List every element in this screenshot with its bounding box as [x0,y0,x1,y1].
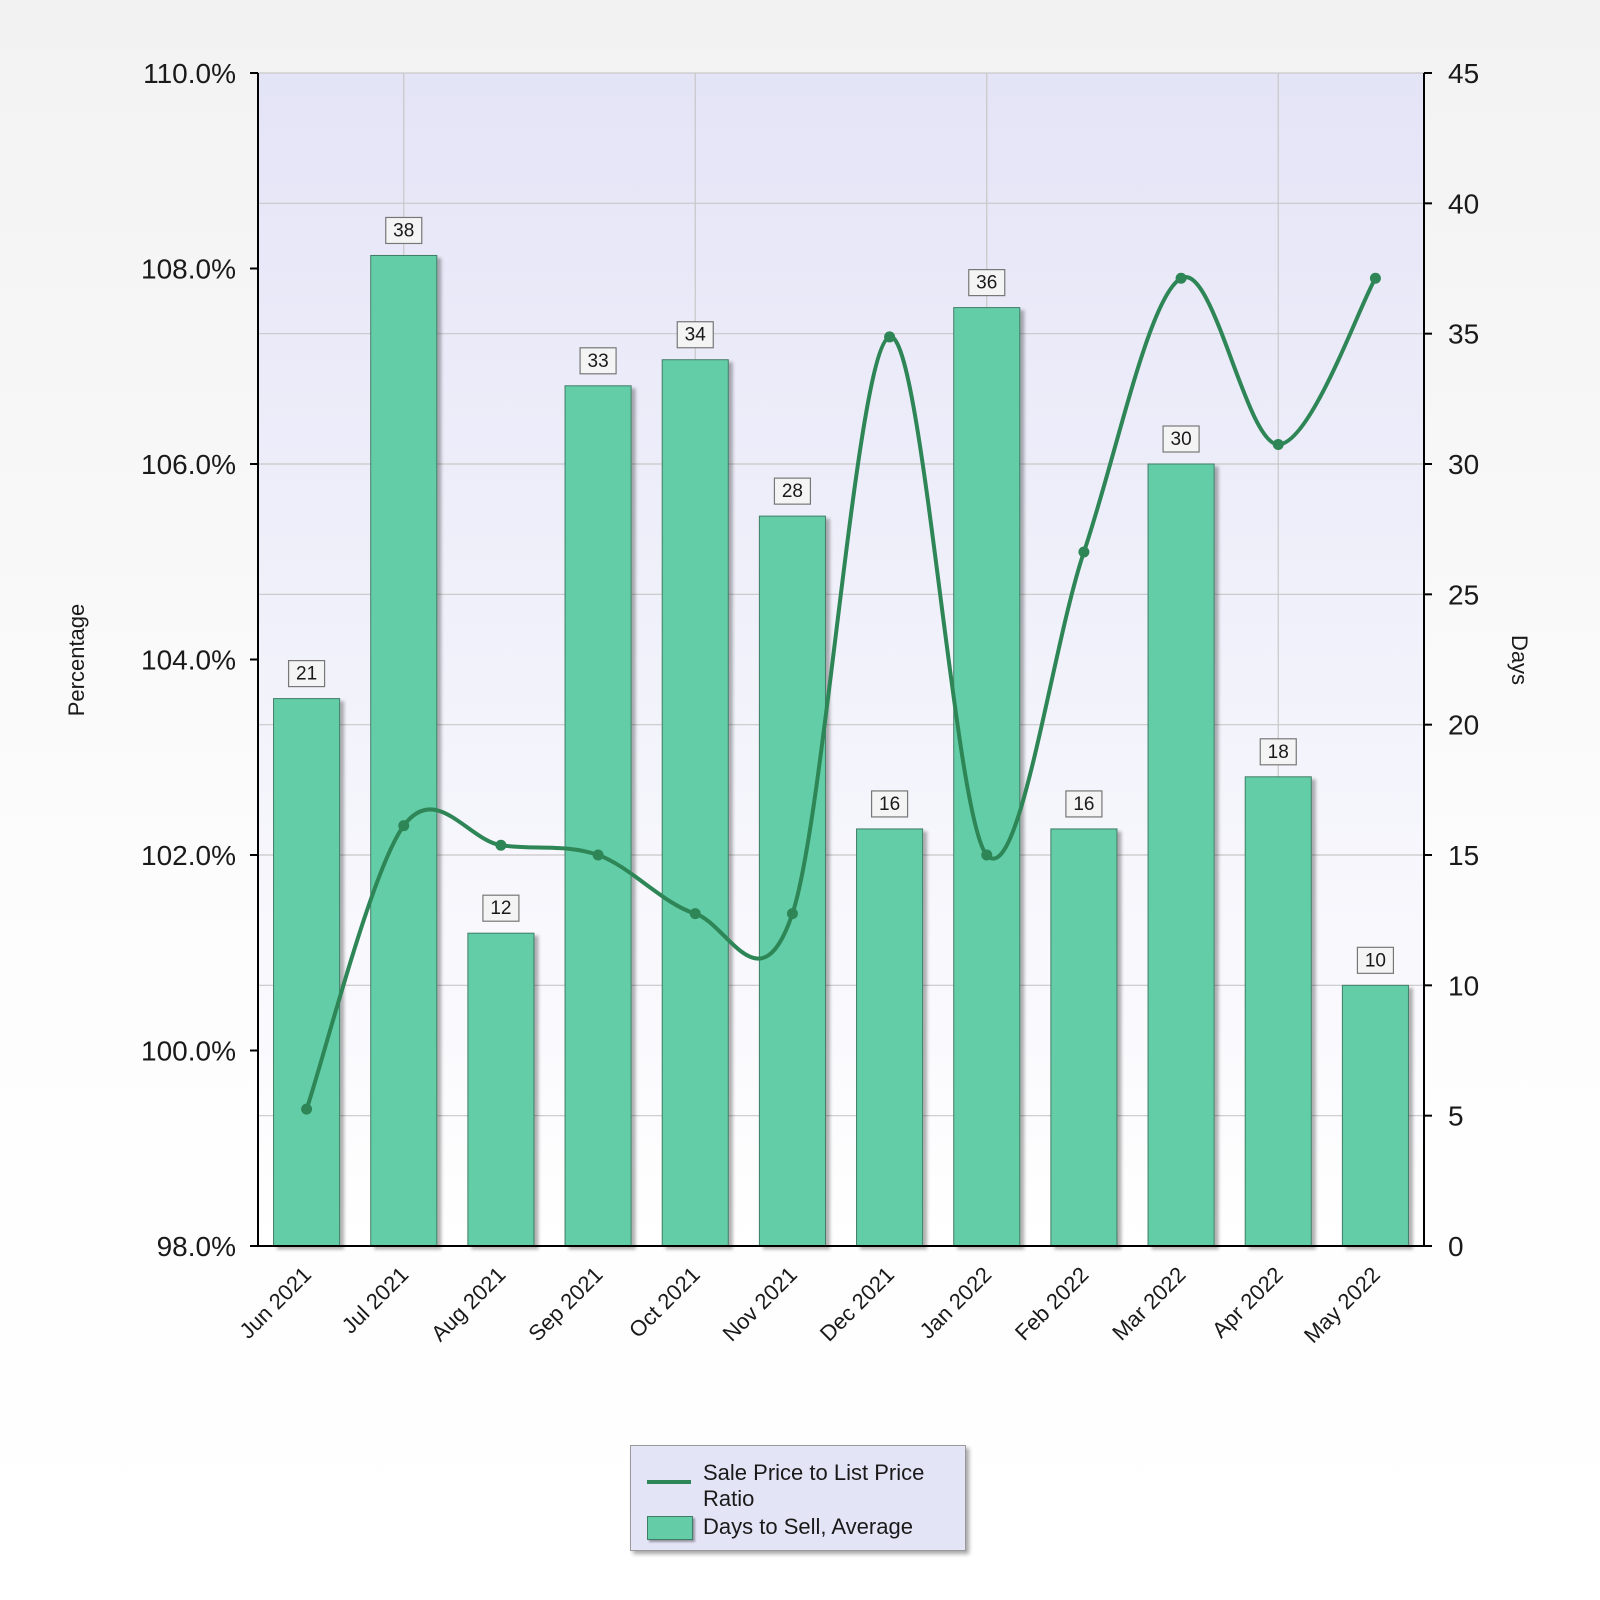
right-tick-label: 20 [1448,710,1479,741]
right-tick-label: 45 [1448,58,1479,89]
right-tick-label: 10 [1448,970,1479,1001]
line-series [301,272,1381,1115]
bar-value-label: 30 [1171,429,1192,450]
left-tick-label: 98.0% [157,1231,236,1262]
x-tick-label: Oct 2021 [624,1262,705,1343]
x-tick-label: Apr 2022 [1207,1262,1288,1343]
bar [1147,463,1215,1247]
line-point [786,908,798,920]
left-tick-label: 102.0% [141,840,236,871]
x-tick-label: Feb 2022 [1010,1262,1093,1345]
left-tick-labels: 98.0% 100.0% 102.0% 104.0% 106.0% 108.0% 110.0… [141,58,258,1262]
right-tick-label: 30 [1448,449,1479,480]
x-tick-labels: Jun 2021 Jul 2021 Aug 2021 Sep 2021 Oct 2021… [234,1262,1385,1348]
bar-value-label-box [482,894,520,922]
x-tick-label: Mar 2022 [1107,1262,1190,1345]
x-tick-label: Jan 2022 [915,1262,997,1344]
line-point [689,908,701,920]
bar [1244,776,1312,1247]
line-point [1175,272,1187,284]
bar [856,828,924,1247]
bar [661,359,729,1247]
bar-value-label: 28 [782,481,803,502]
left-tick-label: 100.0% [141,1036,236,1067]
right-tick-label: 40 [1448,188,1479,219]
bar-value-label-box [773,477,812,505]
bar [564,385,632,1247]
x-tick-label: Nov 2021 [718,1262,802,1346]
bar-value-label-box [1356,946,1395,974]
line-point [592,849,604,861]
bar-value-label: 33 [588,351,609,372]
bar-value-label-box [385,216,423,245]
plot-area [258,73,1424,1246]
legend-line-swatch [647,1480,691,1484]
line-point [1272,438,1284,450]
bar [1341,984,1409,1247]
y-axis-title-right: Days [1507,635,1532,685]
bar-value-label: 38 [393,220,414,241]
right-tick-label: 35 [1448,319,1479,350]
bar-value-label-box [579,347,617,375]
x-tick-label: Jun 2021 [234,1262,316,1344]
x-tick-label: Sep 2021 [523,1262,607,1346]
left-tick-label: 104.0% [141,645,236,676]
y-axis-title-left: Percentage [64,604,89,717]
left-tick-label: 108.0% [141,254,236,285]
line-point [398,820,410,832]
line-point [301,1103,313,1115]
bar-value-label-box [287,659,326,688]
bar-value-label-box [968,269,1006,297]
bar [370,254,438,1247]
bar [758,515,826,1247]
right-tick-label: 15 [1448,840,1479,871]
x-tick-label: Dec 2021 [815,1262,899,1346]
bar-value-label: 21 [296,664,317,685]
legend-bar-swatch [647,1516,693,1540]
bar-value-label-box [870,790,909,818]
left-tick-label: 106.0% [141,449,236,480]
x-tick-label: Aug 2021 [426,1262,510,1346]
line-point [495,839,507,851]
bar-labels: 21 38 12 33 34 28 16 36 16 30 18 10 [287,216,1395,974]
bar-value-label-box [676,321,714,349]
legend-label-bar: Days to Sell, Average [703,1514,913,1539]
bar-value-label: 16 [1073,794,1094,815]
right-tick-label: 0 [1448,1231,1464,1262]
bar-value-label-box [1065,790,1103,818]
bar [1050,828,1118,1247]
bar-value-label: 16 [879,794,900,815]
legend-label-line: Sale Price to List Price Ratio [703,1460,925,1511]
legend: Sale Price to List Price Ratio Days to S… [630,1445,966,1551]
bar-value-label: 12 [490,898,511,919]
bar-value-label-box [1162,425,1200,453]
right-tick-label: 25 [1448,579,1479,610]
x-tick-label: Jul 2021 [337,1262,414,1339]
x-tick-label: May 2022 [1299,1262,1385,1348]
bar-value-label-box [1259,738,1297,766]
bar-value-label: 36 [976,273,997,294]
bar [467,932,535,1247]
bar-value-label: 18 [1268,742,1289,763]
bar-value-label: 10 [1365,950,1386,971]
bar-value-label: 34 [685,325,707,346]
left-tick-label: 110.0% [143,58,236,89]
right-tick-label: 5 [1448,1101,1464,1132]
right-tick-labels: 0 5 10 15 20 25 30 35 40 45 [1424,58,1479,1262]
line-point [1078,546,1090,558]
bar [273,698,341,1247]
line-point [981,849,993,861]
line-point [884,331,896,343]
line-point [1369,272,1381,284]
